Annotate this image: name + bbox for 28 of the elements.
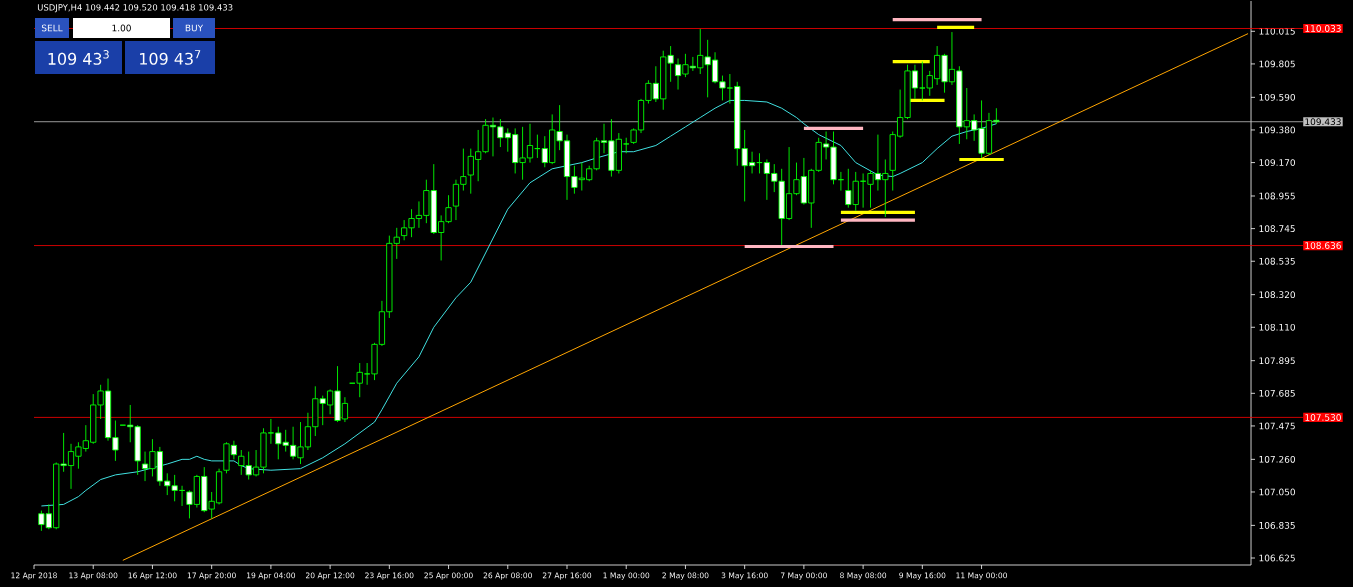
y-tick-label: 107.685 — [1259, 389, 1295, 397]
annotation: 1.00 — [112, 24, 131, 32]
y-tick-label: 107.050 — [1259, 488, 1296, 496]
y-tick-label: 107.895 — [1259, 357, 1295, 365]
y-tick-label: 109.590 — [1259, 93, 1296, 101]
y-tick-label: 107.260 — [1259, 455, 1296, 463]
y-tick-label: 109.170 — [1259, 159, 1296, 166]
ref-line-label: 107.530 — [1305, 414, 1341, 421]
annotation: BUY — [185, 24, 204, 32]
y-tick-label: 108.110 — [1259, 323, 1296, 331]
ref-line-label: 110.033 — [1305, 25, 1341, 32]
y-tick-label: 109.380 — [1259, 126, 1296, 134]
y-tick-label: 108.955 — [1259, 192, 1295, 200]
candlestick — [623, 137, 630, 154]
y-tick-label: 106.835 — [1259, 521, 1295, 529]
y-tick-label: 108.745 — [1259, 225, 1295, 233]
y-tick-label: 108.535 — [1259, 257, 1295, 265]
y-tick-label: 110.015 — [1259, 27, 1295, 35]
annotation: 109 43$^{7}$ — [140, 50, 201, 65]
y-tick-label: 107.475 — [1259, 422, 1295, 430]
annotation: SELL — [41, 24, 63, 32]
chart-title: USDJPY,H4 109.442 109.520 109.418 109.433 — [37, 4, 233, 13]
ref-line-label: 109.433 — [1305, 118, 1341, 126]
y-tick-label: 108.320 — [1259, 291, 1296, 299]
annotation: 109 43$^{3}$ — [48, 50, 109, 65]
ref-line-label: 108.636 — [1305, 242, 1341, 249]
y-tick-label: 106.625 — [1259, 554, 1295, 562]
y-tick-label: 109.805 — [1259, 60, 1295, 68]
